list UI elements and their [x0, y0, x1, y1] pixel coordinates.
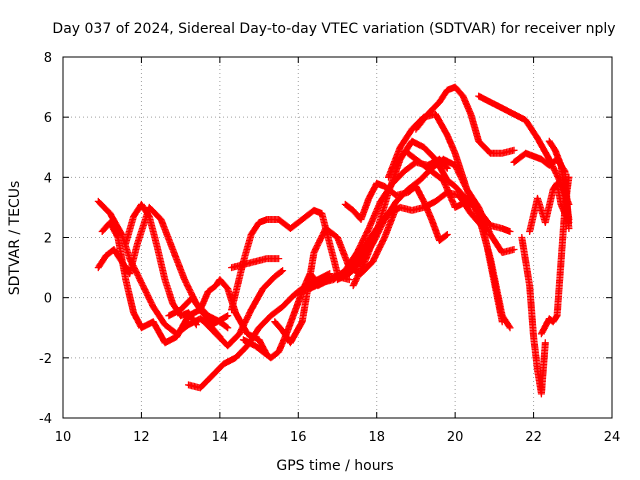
x-tick-label: 16 [290, 430, 307, 445]
y-tick-label: 0 [44, 292, 52, 307]
series-track-4 [122, 200, 200, 329]
series-track-12 [294, 155, 451, 296]
gridlines [63, 57, 612, 418]
chart-title: Day 037 of 2024, Sidereal Day-to-day VTE… [52, 21, 615, 37]
y-tick-labels: -4 -2 0 2 4 6 8 [39, 51, 52, 427]
x-axis-label: GPS time / hours [276, 458, 393, 474]
series-track-3 [98, 219, 232, 347]
y-tick-label: 2 [44, 232, 52, 247]
series-track-7 [200, 267, 287, 350]
data-points [94, 83, 573, 398]
x-tick-labels: 10 12 14 16 18 20 22 24 [55, 430, 621, 445]
y-axis-label: SDTVAR / TECUs [7, 181, 23, 296]
series-track-19 [412, 83, 518, 157]
series-track-25 [545, 137, 573, 223]
series-track-22 [518, 234, 549, 398]
y-tick-label: 4 [44, 171, 52, 186]
x-tick-label: 24 [604, 430, 621, 445]
series-track-10 [239, 270, 353, 362]
series-track-6 [185, 270, 334, 392]
series-track-8 [228, 206, 341, 314]
x-tick-label: 22 [525, 430, 542, 445]
series-track-18 [404, 149, 514, 235]
x-tick-label: 10 [55, 430, 72, 445]
x-tick-label: 14 [212, 430, 229, 445]
axis-ticks [62, 56, 613, 419]
y-tick-label: -4 [39, 412, 52, 427]
x-tick-label: 12 [133, 430, 150, 445]
x-tick-label: 18 [368, 430, 385, 445]
y-tick-label: -2 [39, 352, 52, 367]
x-tick-label: 20 [447, 430, 464, 445]
series-track-9 [228, 255, 283, 272]
y-tick-label: 6 [44, 111, 52, 126]
y-tick-label: 8 [44, 51, 52, 66]
